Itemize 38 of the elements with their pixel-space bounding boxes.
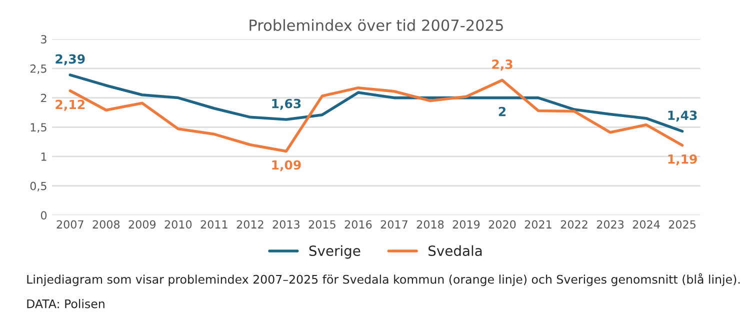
x-tick-label: 2007 (56, 220, 84, 229)
y-tick-label: 0,5 (30, 182, 46, 192)
data-label: 1,09 (272, 160, 301, 172)
x-tick-label: 2011 (200, 220, 228, 229)
x-tick-label: 2021 (524, 220, 552, 229)
x-tick-label: 2018 (416, 220, 444, 229)
x-tick-label: 2013 (272, 220, 300, 229)
legend-label: Sverige (309, 245, 360, 259)
text: Linjediagram som visar problemindex 2007–2025 för Svedala kommun (orange linje) och Sveriges genomsnitt (blå linje). (27, 273, 740, 286)
x-tick-label: 2009 (128, 220, 156, 229)
data-label: 2,39 (56, 54, 85, 66)
data-label: 1,19 (668, 154, 697, 166)
x-tick-label: 2025 (668, 220, 696, 229)
legend-label: Svedala (428, 245, 482, 256)
x-tick-label: 2022 (560, 220, 588, 229)
x-tick-label: 2015 (308, 220, 336, 229)
text: DATA: Polisen (27, 299, 104, 308)
x-tick-label: 2008 (92, 220, 120, 229)
y-tick-label: 0 (40, 211, 47, 220)
data-label: 2,3 (492, 60, 512, 71)
x-tick-label: 2017 (380, 220, 408, 229)
data-label: 1,43 (668, 110, 697, 122)
data-label: 2,12 (56, 100, 84, 111)
y-tick-label: 3 (41, 35, 46, 44)
y-tick-label: 1 (41, 152, 46, 161)
data-label: 1,63 (272, 98, 301, 110)
x-tick-label: 2012 (236, 220, 264, 229)
x-tick-label: 2023 (596, 220, 624, 229)
y-tick-label: 1,5 (30, 123, 46, 133)
x-tick-label: 2024 (632, 220, 660, 229)
x-tick-label: 2020 (488, 220, 516, 229)
y-tick-label: 2 (41, 94, 46, 102)
x-tick-label: 2010 (164, 220, 192, 229)
x-tick-label: 2019 (452, 220, 480, 229)
chart-title: Problemindex över tid 2007-2025 (250, 19, 503, 32)
data-label: 2 (498, 106, 506, 116)
x-tick-label: 2016 (344, 220, 372, 229)
y-tick-label: 2,5 (30, 64, 46, 74)
